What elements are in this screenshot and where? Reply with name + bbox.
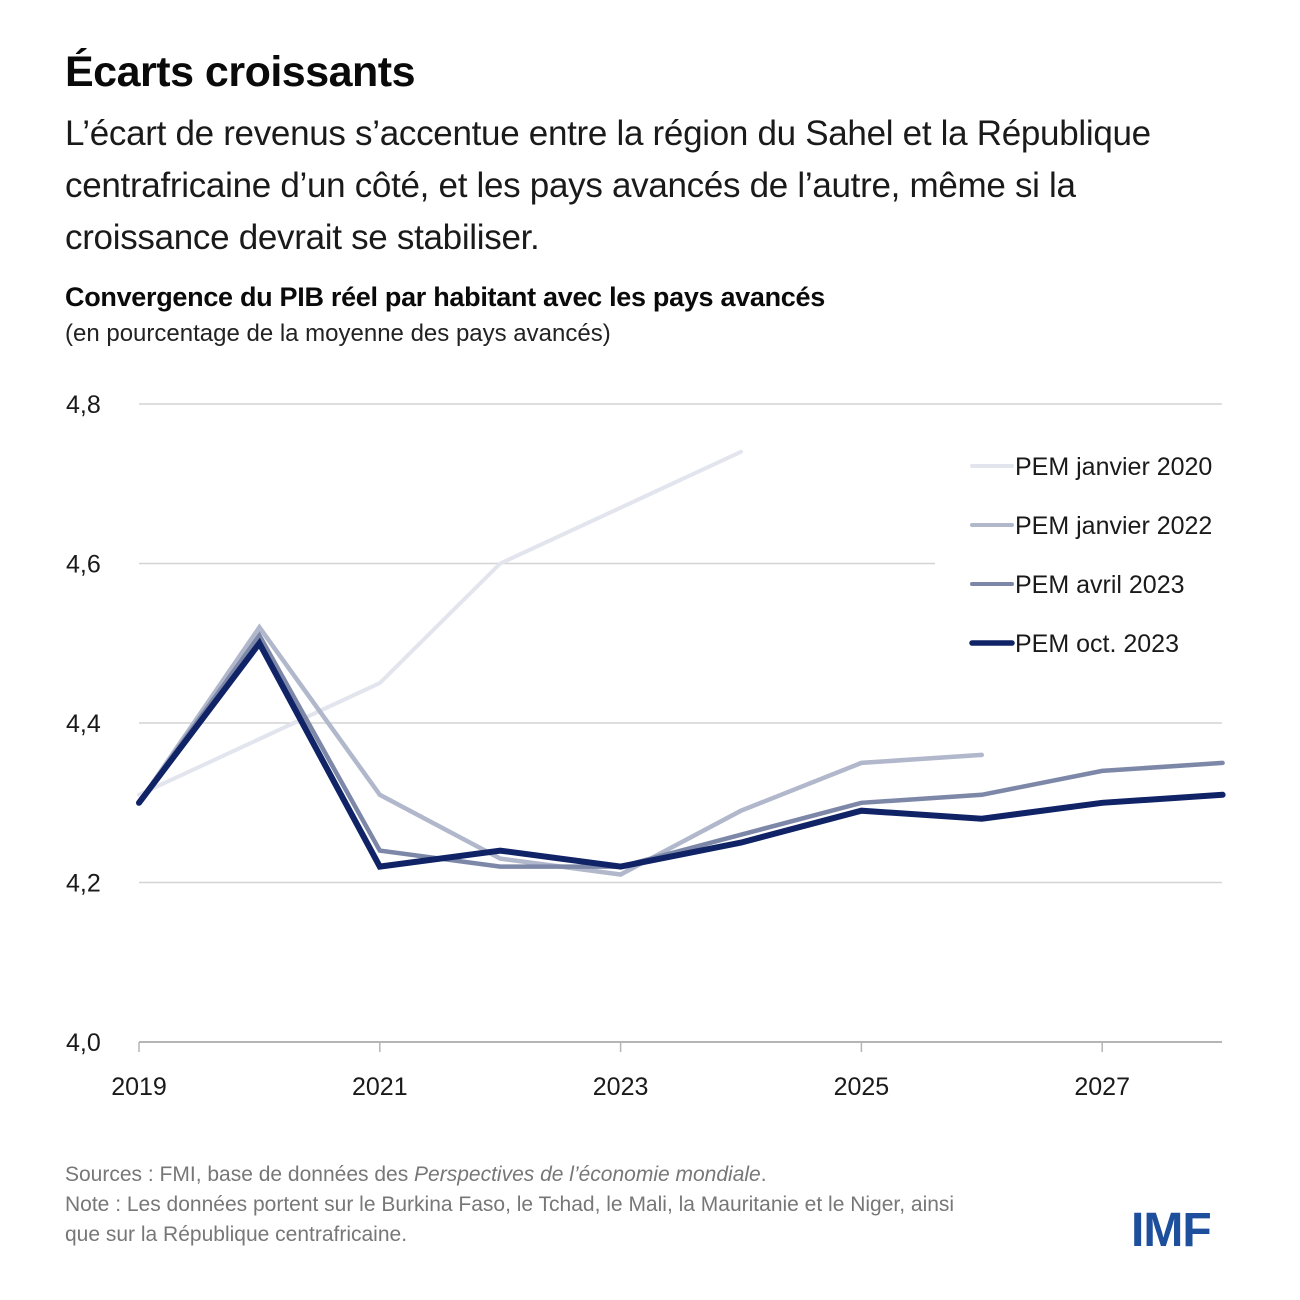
x-axis: [138, 1041, 1222, 1052]
legend-item: PEM janvier 2020: [970, 453, 1212, 481]
chart-unit-label: (en pourcentage de la moyenne des pays a…: [65, 320, 611, 347]
x-tick-label: 2019: [111, 1073, 167, 1101]
imf-logo: IMF: [1131, 1204, 1212, 1257]
grid-lines: [139, 403, 1222, 884]
y-tick-label: 4,0: [66, 1029, 101, 1057]
series-line-1: [137, 449, 743, 797]
y-tick-label: 4,6: [66, 551, 101, 579]
legend-label: PEM janvier 2022: [1015, 512, 1212, 540]
sources-publication: Perspectives de l’économie mondiale: [414, 1163, 761, 1186]
tick-labels: 4,0 4,2 4,4 4,6 4,8 2019 2021 2023 2025 2027: [66, 391, 1130, 1101]
legend-item: PEM oct. 2023: [969, 630, 1179, 658]
legend-label: PEM oct. 2023: [1015, 630, 1179, 658]
series-lines: [136, 449, 1226, 877]
x-tick-label: 2027: [1074, 1073, 1130, 1101]
page-subtitle: L’écart de revenus s’accentue entre la r…: [65, 114, 1151, 257]
chart-title: Convergence du PIB réel par habitant ave…: [65, 282, 825, 312]
chart-footer: Sources : FMI, base de données des Persp…: [65, 1160, 965, 1250]
legend-item: PEM avril 2023: [970, 571, 1185, 599]
series-line-3: [136, 631, 1225, 869]
note-text: Note : Les données portent sur le Burkin…: [65, 1193, 955, 1246]
x-tick-label: 2023: [593, 1073, 649, 1101]
series-line-4: [136, 637, 1226, 870]
sources-text: Sources : FMI, base de données des Persp…: [65, 1160, 965, 1190]
x-tick-label: 2025: [834, 1073, 890, 1101]
legend: PEM janvier 2020 PEM janvier 2022 PEM avri…: [969, 453, 1212, 658]
page-title: Écarts croissants: [65, 48, 416, 96]
x-tick-label: 2021: [352, 1073, 408, 1101]
y-tick-label: 4,8: [66, 391, 101, 419]
sources-prefix: Sources : FMI, base de données des: [65, 1163, 415, 1186]
sources-suffix: .: [760, 1163, 767, 1186]
legend-label: PEM janvier 2020: [1015, 453, 1212, 481]
legend-item: PEM janvier 2022: [970, 512, 1212, 540]
series-line-2: [136, 623, 985, 877]
legend-label: PEM avril 2023: [1015, 571, 1185, 599]
y-tick-label: 4,2: [66, 870, 101, 898]
y-tick-label: 4,4: [66, 710, 101, 738]
